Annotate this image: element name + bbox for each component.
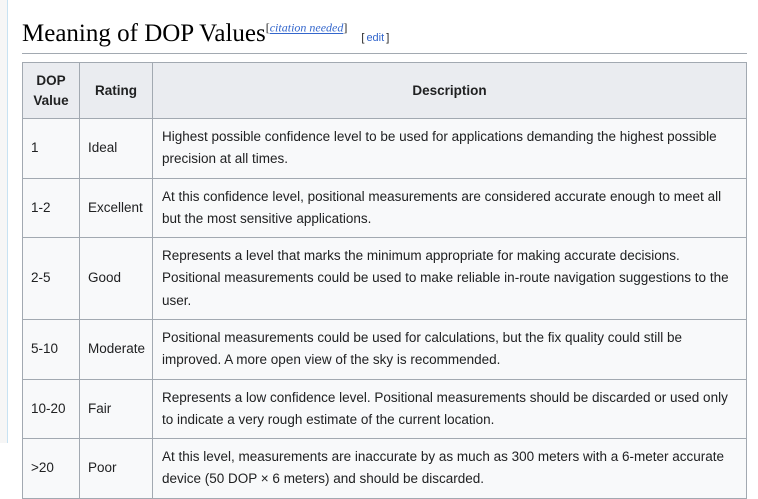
edit-open-bracket: [ bbox=[361, 32, 365, 45]
cell-dop-value: 5-10 bbox=[22, 318, 80, 380]
content-left-gutter bbox=[0, 0, 8, 443]
cell-description: At this confidence level, positional mea… bbox=[152, 177, 747, 239]
citation-close-bracket: ] bbox=[343, 20, 348, 35]
table-body: 1 Ideal Highest possible confidence leve… bbox=[22, 118, 747, 499]
cell-rating: Excellent bbox=[79, 177, 153, 239]
table-header-row: DOP Value Rating Description bbox=[22, 61, 747, 120]
citation-open-bracket: [ bbox=[265, 20, 270, 35]
cell-dop-value: >20 bbox=[22, 438, 80, 499]
citation-needed-superscript: [citation needed] bbox=[266, 21, 348, 35]
column-header-description: Description bbox=[152, 61, 747, 120]
column-header-dop-line1: DOP bbox=[36, 73, 66, 88]
cell-description: Highest possible confidence level to be … bbox=[152, 118, 747, 179]
table-row: 1-2 Excellent At this confidence level, … bbox=[22, 177, 747, 239]
table-row: 2-5 Good Represents a level that marks t… bbox=[22, 237, 747, 320]
cell-dop-value: 2-5 bbox=[22, 237, 80, 320]
edit-section-control: [edit] bbox=[361, 32, 389, 44]
cell-description: Positional measurements could be used fo… bbox=[152, 318, 747, 380]
dop-values-table: DOP Value Rating Description 1 Ideal High… bbox=[22, 61, 747, 499]
cell-description: Represents a low confidence level. Posit… bbox=[152, 378, 747, 440]
section-heading: Meaning of DOP Values[citation needed][e… bbox=[22, 18, 747, 55]
cell-rating: Poor bbox=[79, 438, 153, 499]
cell-rating: Good bbox=[79, 237, 153, 320]
edit-section-link[interactable]: edit bbox=[366, 32, 385, 45]
article-content: Meaning of DOP Values[citation needed][e… bbox=[22, 0, 747, 499]
edit-close-bracket: ] bbox=[386, 32, 390, 45]
table-row: 1 Ideal Highest possible confidence leve… bbox=[22, 118, 747, 179]
table-head: DOP Value Rating Description bbox=[22, 61, 747, 120]
table-row: 10-20 Fair Represents a low confidence l… bbox=[22, 378, 747, 440]
cell-rating: Ideal bbox=[79, 118, 153, 179]
cell-dop-value: 1-2 bbox=[22, 177, 80, 239]
table-row: >20 Poor At this level, measurements are… bbox=[22, 438, 747, 499]
page-title: Meaning of DOP Values bbox=[22, 20, 266, 47]
cell-dop-value: 1 bbox=[22, 118, 80, 179]
cell-description: Represents a level that marks the minimu… bbox=[152, 237, 747, 320]
dop-values-table-wrapper: DOP Value Rating Description 1 Ideal High… bbox=[22, 61, 747, 499]
column-header-rating: Rating bbox=[79, 61, 153, 120]
column-header-dop-value: DOP Value bbox=[22, 61, 80, 120]
cell-dop-value: 10-20 bbox=[22, 378, 80, 440]
cell-rating: Fair bbox=[79, 378, 153, 440]
cell-description: At this level, measurements are inaccura… bbox=[152, 438, 747, 499]
column-header-dop-line2: Value bbox=[33, 92, 69, 108]
table-row: 5-10 Moderate Positional measurements co… bbox=[22, 318, 747, 380]
citation-needed-link[interactable]: citation needed bbox=[269, 20, 344, 35]
cell-rating: Moderate bbox=[79, 318, 153, 380]
